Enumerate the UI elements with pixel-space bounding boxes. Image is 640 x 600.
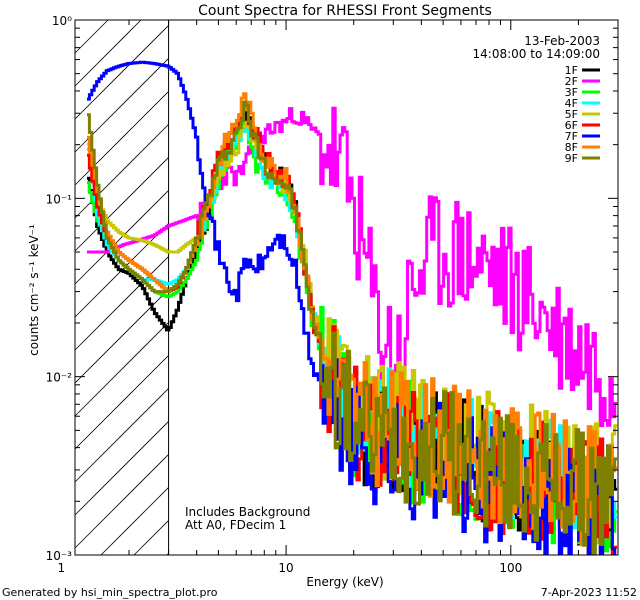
x-tick-label: 1 bbox=[58, 561, 66, 575]
legend-label: 8F bbox=[565, 141, 578, 154]
hatch-line bbox=[74, 19, 109, 54]
hatch-line bbox=[74, 355, 169, 450]
legend-label: 7F bbox=[565, 130, 578, 143]
legend-label: 4F bbox=[565, 97, 578, 110]
hatch-line bbox=[74, 19, 142, 87]
y-tick-label: 10⁰ bbox=[52, 14, 72, 28]
plot-frame bbox=[74, 19, 619, 556]
x-tick-label: 100 bbox=[499, 561, 522, 575]
hatch-line bbox=[100, 487, 169, 556]
hatch-line bbox=[74, 190, 169, 285]
legend-label: 2F bbox=[565, 75, 578, 88]
legend-label: 9F bbox=[565, 152, 578, 165]
series-layer bbox=[87, 60, 618, 555]
hatch-line bbox=[74, 256, 169, 351]
y-tick-label: 10⁻² bbox=[46, 371, 73, 385]
legend-label: 1F bbox=[565, 64, 578, 77]
note-background: Includes Background bbox=[185, 505, 310, 519]
hatch-line bbox=[74, 454, 169, 549]
info-date: 13-Feb-2003 bbox=[524, 34, 600, 48]
y-tick-label: 10⁻¹ bbox=[46, 192, 73, 206]
series-9f bbox=[87, 100, 618, 555]
hatch-line bbox=[74, 322, 169, 417]
legend-label: 6F bbox=[565, 119, 578, 132]
hatch-line bbox=[133, 520, 169, 556]
y-tick-label: 10⁻³ bbox=[46, 549, 73, 563]
hatch-line bbox=[74, 157, 169, 252]
legend-label: 5F bbox=[565, 108, 578, 121]
series-7f bbox=[87, 60, 617, 555]
hatch-line bbox=[74, 388, 169, 483]
note-attenuator: Att A0, FDecim 1 bbox=[185, 518, 286, 532]
footer-timestamp: 7-Apr-2023 11:52 bbox=[541, 586, 637, 599]
series-2f bbox=[87, 106, 618, 428]
y-axis: 10⁰ 10⁻¹ 10⁻² 10⁻³ bbox=[46, 14, 618, 563]
y-axis-label: counts cm⁻² s⁻¹ keV⁻¹ bbox=[27, 224, 41, 356]
x-tick-label: 10 bbox=[278, 561, 293, 575]
hatch-line bbox=[74, 25, 169, 120]
chart-title: Count Spectra for RHESSI Front Segments bbox=[198, 3, 492, 19]
x-axis: 1 10 100 bbox=[58, 20, 619, 575]
legend-label: 3F bbox=[565, 86, 578, 99]
x-axis-label: Energy (keV) bbox=[306, 575, 383, 589]
hatch-line bbox=[74, 421, 169, 516]
footer-generator: Generated by hsi_min_spectra_plot.pro bbox=[2, 586, 218, 599]
info-time-range: 14:08:00 to 14:09:00 bbox=[473, 47, 600, 61]
